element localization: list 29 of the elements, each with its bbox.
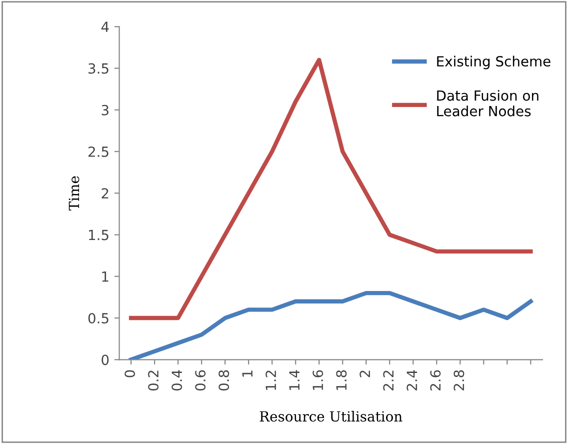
- x-tick-label: 2.6: [430, 370, 441, 390]
- y-tick-label: 2.5: [88, 146, 108, 157]
- x-tick-label: 1.4: [289, 370, 300, 390]
- x-tick-label: 2.4: [406, 370, 417, 390]
- y-tick-label: 2: [102, 188, 108, 198]
- y-tick-label: 1: [102, 272, 108, 282]
- y-tick-label: 0: [102, 354, 109, 366]
- x-tick-label: 2: [360, 370, 370, 378]
- x-tick-label: 0.2: [148, 370, 159, 391]
- y-tick-label: 3: [102, 104, 108, 116]
- x-axis-title: Resource Utilisation: [260, 410, 402, 422]
- x-tick-label: 1.2: [266, 370, 276, 390]
- x-tick-label: 0.8: [218, 370, 230, 391]
- x-tick-label: 0.4: [172, 370, 182, 391]
- legend-label: Data Fusion on Leader Nodes: [437, 90, 538, 116]
- x-tick-label: 1.6: [312, 370, 324, 390]
- x-tick-label: 0: [124, 370, 136, 378]
- y-axis-title: Time: [68, 176, 80, 211]
- legend-label: Existing Scheme: [437, 56, 550, 70]
- y-tick-label: 3.5: [88, 63, 108, 74]
- y-tick-label: 0.5: [88, 312, 108, 324]
- x-tick-label: 2.8: [454, 370, 464, 390]
- x-tick-label: 0.6: [195, 370, 206, 391]
- line-series: [128, 290, 533, 360]
- y-tick-label: 4: [101, 22, 109, 32]
- x-tick-label: 1: [242, 370, 252, 377]
- x-tick-label: 2.2: [383, 370, 394, 390]
- y-tick-label: 1.5: [88, 230, 108, 240]
- x-tick-label: 1.8: [336, 370, 347, 390]
